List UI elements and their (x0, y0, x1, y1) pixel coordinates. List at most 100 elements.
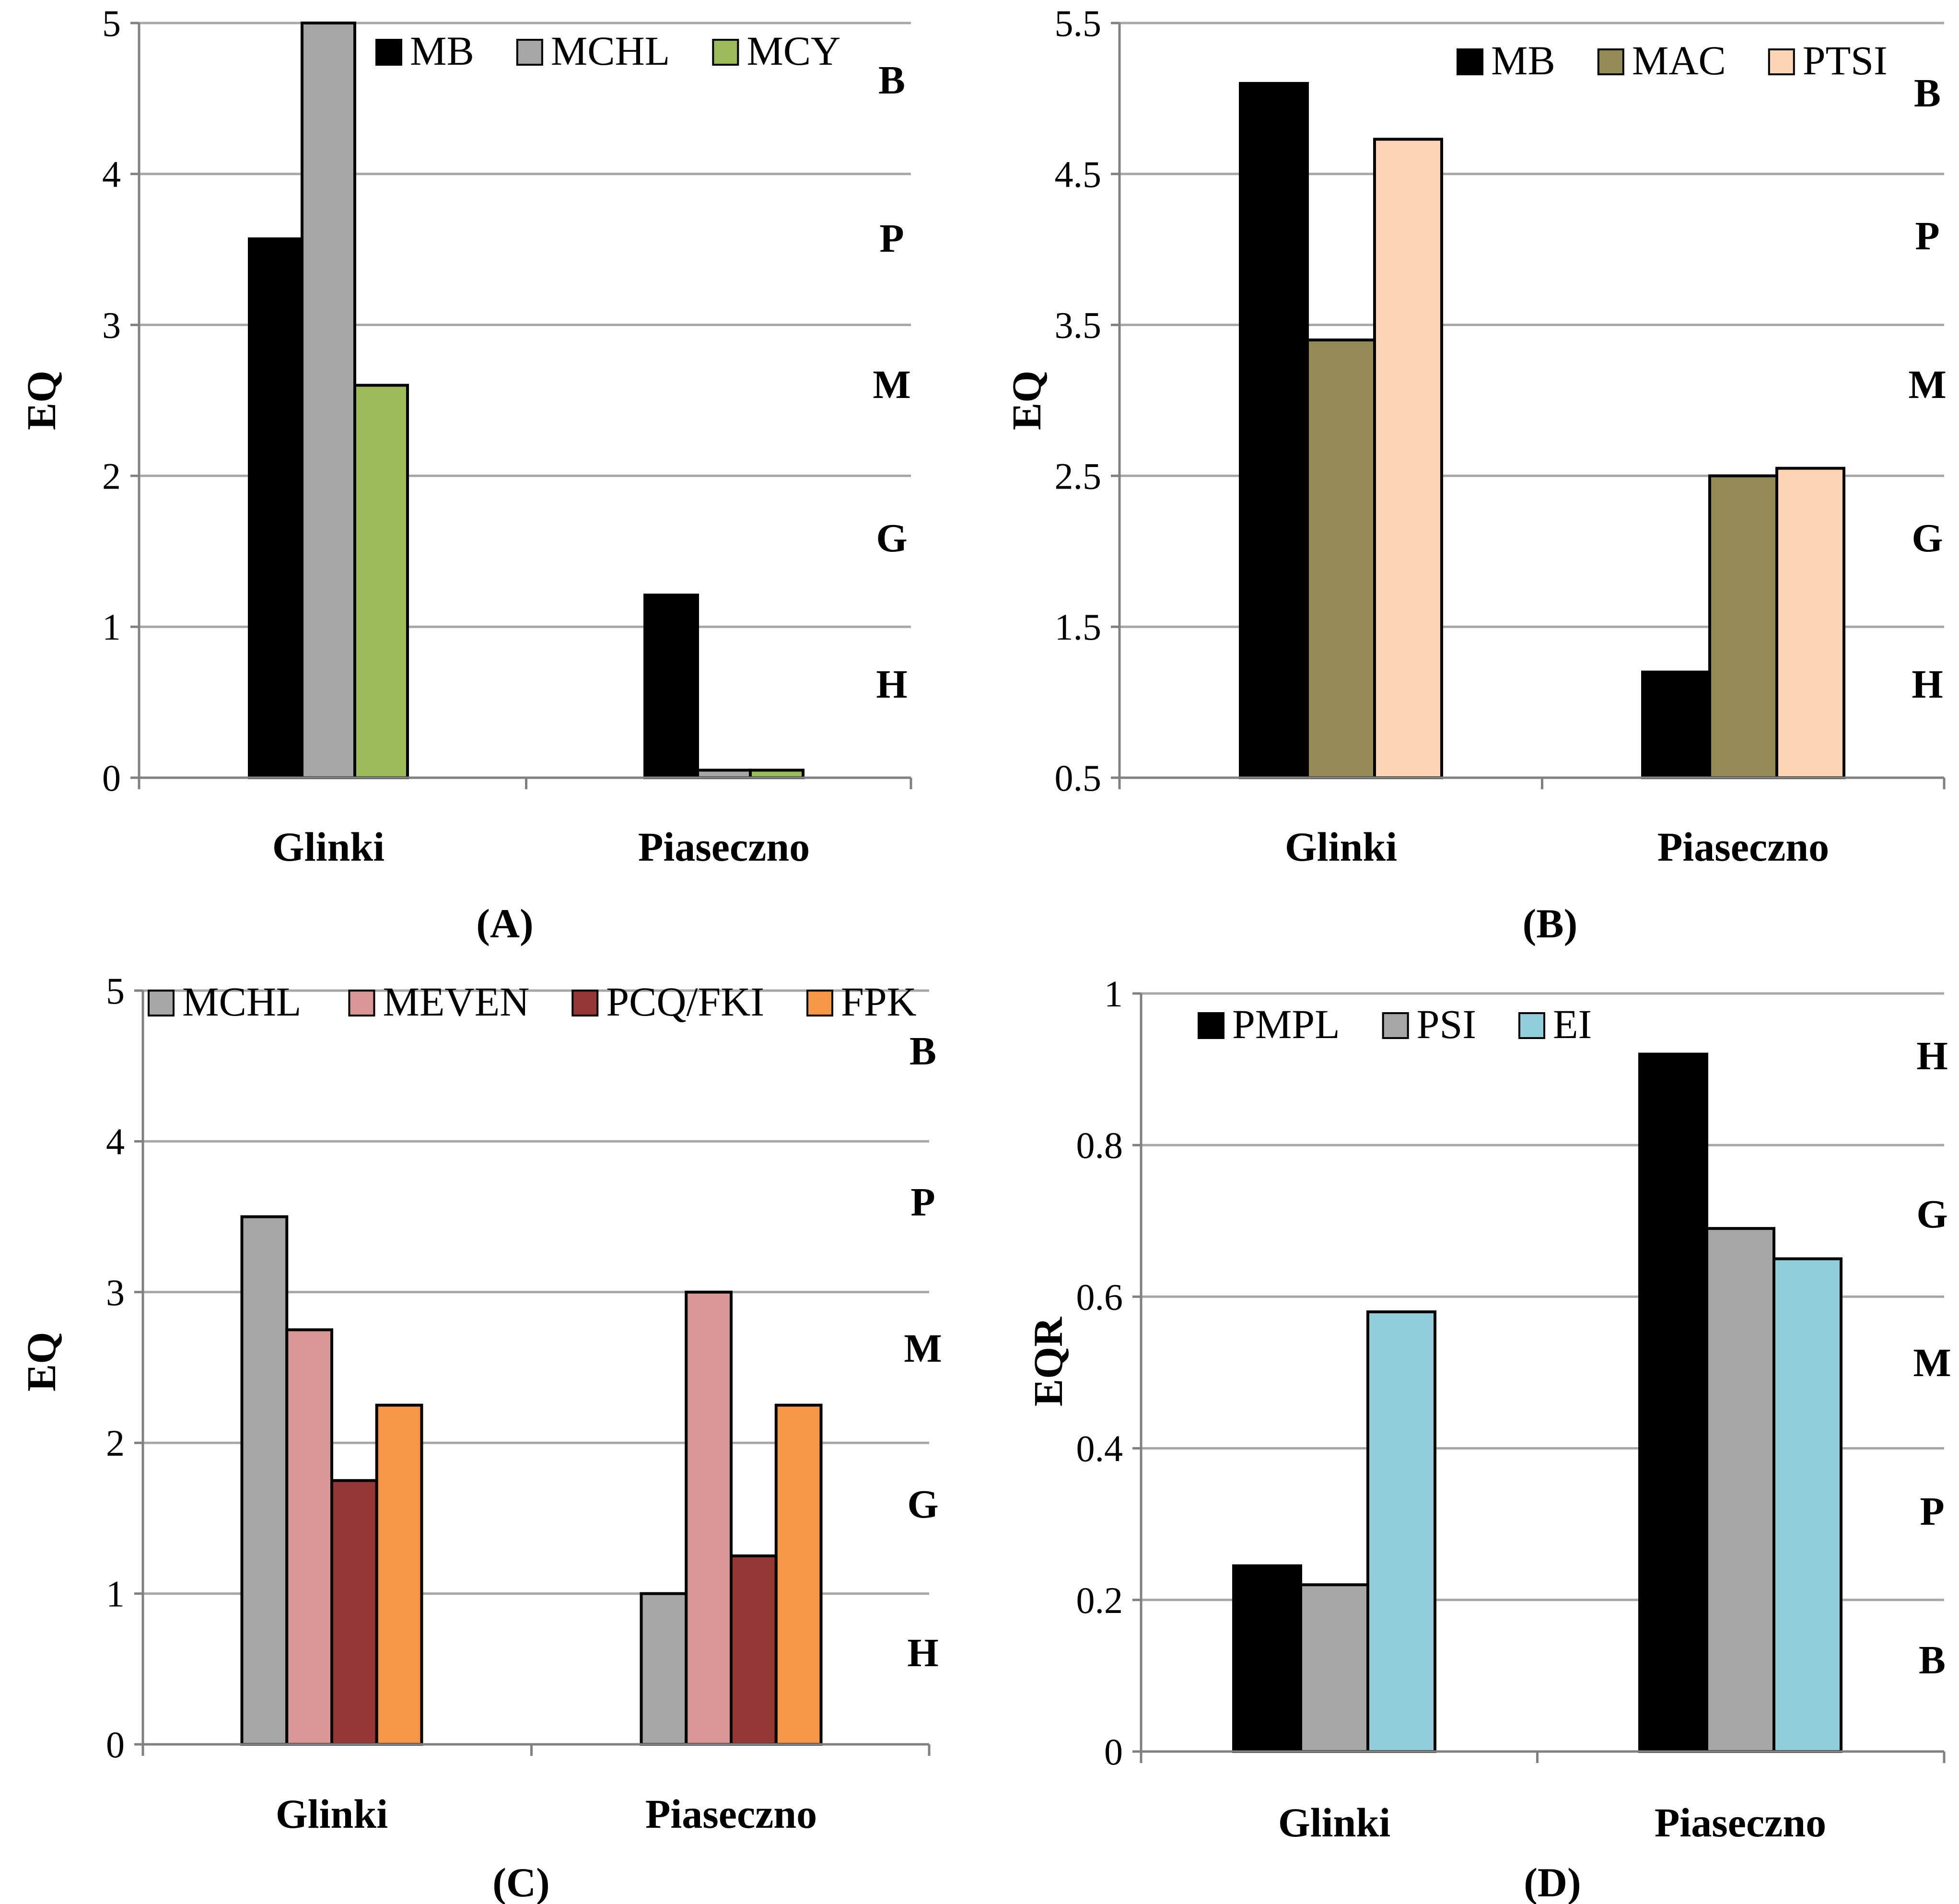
y-tick-label: 2 (102, 455, 121, 497)
legend-item: MCY (712, 28, 840, 74)
y-tick-label: 1 (102, 606, 121, 648)
y-tick-label: 0.4 (1076, 1428, 1123, 1470)
bar-psi-piaseczno (1705, 1227, 1775, 1753)
quality-class-label: M (873, 362, 910, 407)
quality-class-label: G (876, 516, 907, 561)
y-tick-label: 3 (102, 304, 121, 346)
bar-mb-glinki (1239, 82, 1309, 779)
quality-class-label: H (907, 1631, 938, 1675)
bar-psi-glinki (1299, 1583, 1369, 1753)
legend-swatch (1597, 48, 1624, 75)
legend-swatch (571, 990, 599, 1016)
legend-swatch (1518, 1012, 1545, 1039)
legend-label: PTSI (1803, 37, 1888, 83)
legend-item: PSI (1382, 1001, 1476, 1047)
quality-class-label: B (878, 58, 905, 103)
legend-item: MAC (1597, 37, 1726, 83)
panel-a: 0 1 2 3 4 5 Glinki Piaseczno B P M G H MB MCHL MCY EQ (A) (18, 2, 912, 946)
legend-label: PCQ/FKI (606, 979, 764, 1025)
bar-meven-piaseczno (685, 1290, 733, 1746)
y-axis-label: EQ (1003, 371, 1049, 430)
x-tick-label: Glinki (272, 824, 385, 870)
bar-pmpl-glinki (1232, 1564, 1302, 1753)
y-tick-label: 1.5 (1055, 606, 1102, 648)
legend-swatch (148, 990, 175, 1016)
x-tick-label: Piaseczno (638, 824, 810, 870)
x-tick-label: Piaseczno (1655, 1799, 1826, 1846)
legend-swatch (348, 990, 375, 1016)
bar-pcq-fki-piaseczno (730, 1554, 778, 1746)
x-tick-label: Glinki (276, 1791, 388, 1837)
y-tick-label: 5 (102, 2, 121, 44)
legend-label: PSI (1417, 1001, 1476, 1047)
y-axis-label: EQ (18, 371, 64, 430)
panel-label: (C) (492, 1859, 549, 1904)
quality-class-label: M (1908, 362, 1946, 407)
legend-label: MAC (1632, 37, 1726, 83)
bar-mb-piaseczno (643, 594, 699, 780)
y-tick-label: 4 (106, 1121, 125, 1162)
y-tick-label: 1 (106, 1573, 125, 1615)
quality-class-label: H (876, 662, 907, 707)
legend-item: FPK (806, 979, 917, 1025)
bar-ptsi-glinki (1373, 138, 1443, 779)
quality-class-label: B (1919, 1638, 1946, 1682)
y-tick-label: 0 (102, 757, 121, 799)
quality-class-label: P (1920, 1489, 1944, 1534)
y-axis-label: EQ (18, 1332, 64, 1391)
panel-d: 0 0.2 0.4 0.6 0.8 1 Glinki Piaseczno H G M P B PMPL PS… (1025, 973, 1951, 1904)
legend-item: PCQ/FKI (571, 979, 764, 1025)
bar-ei-glinki (1366, 1310, 1436, 1753)
legend-swatch (1457, 48, 1483, 75)
legend-label: PMPL (1232, 1001, 1340, 1047)
bar-mb-piaseczno (1641, 670, 1711, 780)
y-tick-label: 0.5 (1055, 757, 1102, 799)
y-tick-label: 5.5 (1055, 2, 1102, 44)
legend-item: MB (1457, 37, 1555, 83)
legend-label: EI (1553, 1001, 1592, 1047)
quality-class-label: P (879, 216, 904, 261)
bar-mchl-glinki (240, 1215, 289, 1746)
bar-pcq-fki-glinki (330, 1479, 378, 1746)
y-tick-label: 0.6 (1076, 1276, 1123, 1318)
bar-mb-glinki (248, 237, 303, 780)
bar-mac-piaseczno (1708, 474, 1778, 779)
x-tick-label: Glinki (1278, 1799, 1390, 1846)
legend-label: MCY (746, 28, 840, 74)
y-tick-label: 0 (106, 1724, 125, 1765)
y-tick-label: 0.2 (1076, 1579, 1123, 1621)
legend-item: PMPL (1198, 1001, 1340, 1047)
bar-mchl-glinki (301, 22, 356, 779)
x-tick-label: Piaseczno (645, 1791, 817, 1837)
legend-item: MB (375, 28, 474, 74)
legend-item: MCHL (148, 979, 301, 1025)
panel-label: (D) (1524, 1859, 1581, 1904)
legend-label: MEVEN (383, 979, 529, 1025)
y-tick-label: 2.5 (1055, 455, 1102, 497)
panel-label: (B) (1523, 900, 1578, 946)
legend-swatch (1198, 1012, 1224, 1039)
legend-swatch (516, 39, 543, 66)
legend-swatch (806, 990, 833, 1016)
quality-class-label: P (910, 1180, 935, 1225)
legend-swatch (375, 39, 402, 66)
quality-class-label: M (904, 1326, 942, 1371)
legend-label: MB (410, 28, 474, 74)
y-tick-label: 1 (1104, 973, 1123, 1015)
y-tick-label: 3 (106, 1272, 125, 1313)
quality-class-label: G (1912, 516, 1943, 561)
legend-swatch (712, 39, 739, 66)
legend-label: MB (1491, 37, 1555, 83)
y-tick-label: 0.8 (1076, 1124, 1123, 1166)
quality-class-label: B (910, 1029, 936, 1074)
bar-ptsi-piaseczno (1775, 467, 1845, 779)
quality-class-label: H (1916, 1034, 1947, 1078)
panel-c: 0 1 2 3 4 5 Glinki Piaseczno B P M G H MCHL MEVEN PCQ/F… (18, 970, 942, 1904)
quality-class-label: P (1915, 214, 1939, 258)
panel-label: (A) (476, 900, 533, 946)
x-tick-label: Piaseczno (1657, 824, 1829, 870)
legend-item: EI (1518, 1001, 1592, 1047)
legend-label: MCHL (551, 28, 670, 74)
bar-pmpl-piaseczno (1638, 1052, 1708, 1753)
